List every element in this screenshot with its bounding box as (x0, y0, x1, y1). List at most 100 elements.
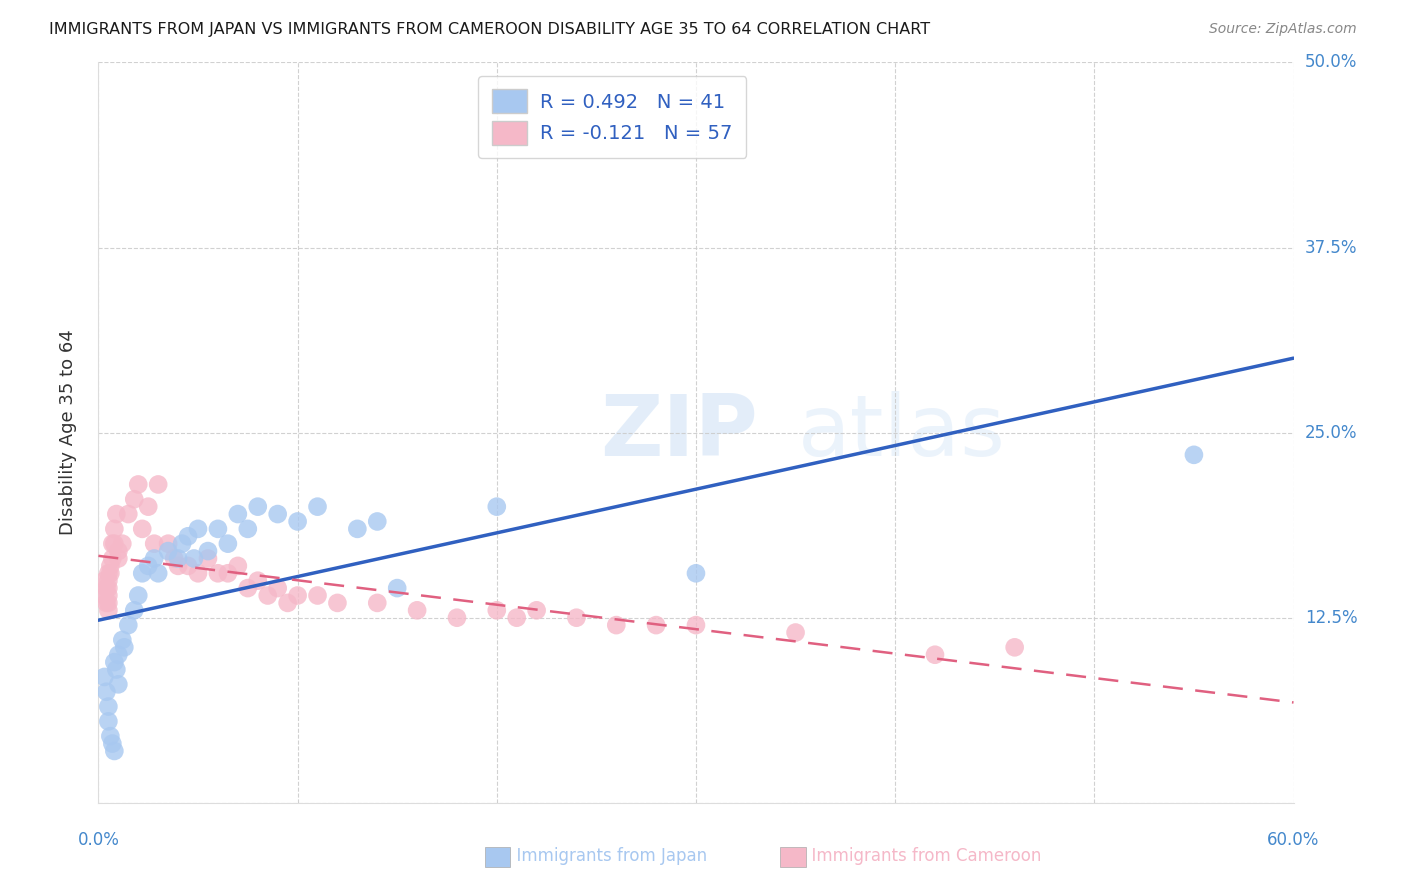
Point (103, 655, 125, 669)
Point (366, 515, 388, 529)
Point (93, 574, 115, 588)
Point (326, 596, 349, 610)
Point (98, 566, 122, 581)
Point (107, 551, 129, 566)
Point (187, 522, 209, 536)
Point (117, 507, 139, 521)
Point (111, 632, 134, 647)
Point (98, 558, 122, 573)
Point (267, 581, 290, 595)
Point (101, 536, 124, 550)
Point (1004, 640, 1026, 655)
Point (136, 558, 159, 573)
Point (157, 544, 180, 558)
Point (97, 574, 120, 588)
Point (148, 477, 170, 491)
Point (124, 492, 146, 507)
Point (446, 610, 468, 624)
Text: 12.5%: 12.5% (1305, 608, 1357, 627)
Point (96, 596, 118, 610)
Point (98, 729, 122, 743)
Point (236, 581, 259, 595)
Point (785, 625, 807, 640)
Point (485, 603, 508, 617)
Point (246, 574, 269, 588)
Point (127, 589, 149, 603)
Point (101, 551, 124, 566)
Point (148, 566, 170, 581)
Point (111, 536, 134, 550)
Point (226, 558, 249, 573)
Point (124, 603, 146, 617)
Point (217, 566, 239, 581)
Point (346, 522, 368, 536)
Point (645, 618, 668, 632)
Point (97, 566, 120, 581)
Point (167, 551, 190, 566)
Point (685, 618, 707, 632)
Point (167, 558, 190, 573)
Point (97, 603, 120, 617)
Point (136, 500, 159, 514)
Point (226, 507, 249, 521)
Point (131, 566, 153, 581)
Point (406, 603, 429, 617)
Point (177, 558, 200, 573)
Text: IMMIGRANTS FROM JAPAN VS IMMIGRANTS FROM CAMEROON DISABILITY AGE 35 TO 64 CORREL: IMMIGRANTS FROM JAPAN VS IMMIGRANTS FROM… (49, 22, 931, 37)
Point (163, 551, 186, 566)
Point (97, 596, 120, 610)
Point (197, 551, 219, 566)
Point (93, 589, 115, 603)
Point (207, 522, 229, 536)
Point (1182, 448, 1205, 462)
Point (506, 610, 529, 624)
Point (97, 699, 120, 714)
Point (131, 522, 153, 536)
Point (96, 581, 118, 595)
Text: Immigrants from Cameroon: Immigrants from Cameroon (801, 847, 1042, 865)
Text: 50.0%: 50.0% (1305, 54, 1357, 71)
Point (107, 544, 129, 558)
Point (143, 551, 166, 566)
Point (172, 536, 194, 550)
Point (103, 744, 125, 758)
Point (526, 603, 548, 617)
Point (256, 589, 278, 603)
Legend: R = 0.492   N = 41, R = -0.121   N = 57: R = 0.492 N = 41, R = -0.121 N = 57 (478, 76, 747, 158)
Point (112, 640, 135, 655)
Point (105, 663, 128, 677)
Point (127, 477, 149, 491)
Y-axis label: Disability Age 35 to 64: Disability Age 35 to 64 (59, 330, 77, 535)
Point (187, 566, 209, 581)
Point (117, 618, 139, 632)
Point (366, 596, 388, 610)
Text: atlas: atlas (797, 391, 1005, 475)
Point (177, 529, 200, 543)
Point (107, 648, 129, 662)
Point (287, 515, 309, 529)
Point (97, 714, 120, 729)
Point (143, 536, 166, 550)
Point (565, 610, 588, 624)
Point (385, 581, 409, 595)
Text: ZIP: ZIP (600, 391, 758, 475)
Point (605, 618, 627, 632)
Point (101, 737, 124, 751)
Point (183, 551, 205, 566)
Point (307, 500, 329, 514)
Point (307, 589, 329, 603)
Point (246, 500, 269, 514)
Text: 0.0%: 0.0% (77, 830, 120, 848)
Point (924, 648, 946, 662)
Text: 60.0%: 60.0% (1267, 830, 1320, 848)
Text: 25.0%: 25.0% (1305, 424, 1357, 442)
Point (277, 596, 299, 610)
Point (107, 677, 129, 691)
Point (207, 566, 229, 581)
Point (105, 507, 128, 521)
Point (103, 536, 125, 550)
Point (97, 581, 120, 595)
Point (97, 589, 120, 603)
Point (157, 536, 180, 550)
Point (93, 670, 115, 684)
